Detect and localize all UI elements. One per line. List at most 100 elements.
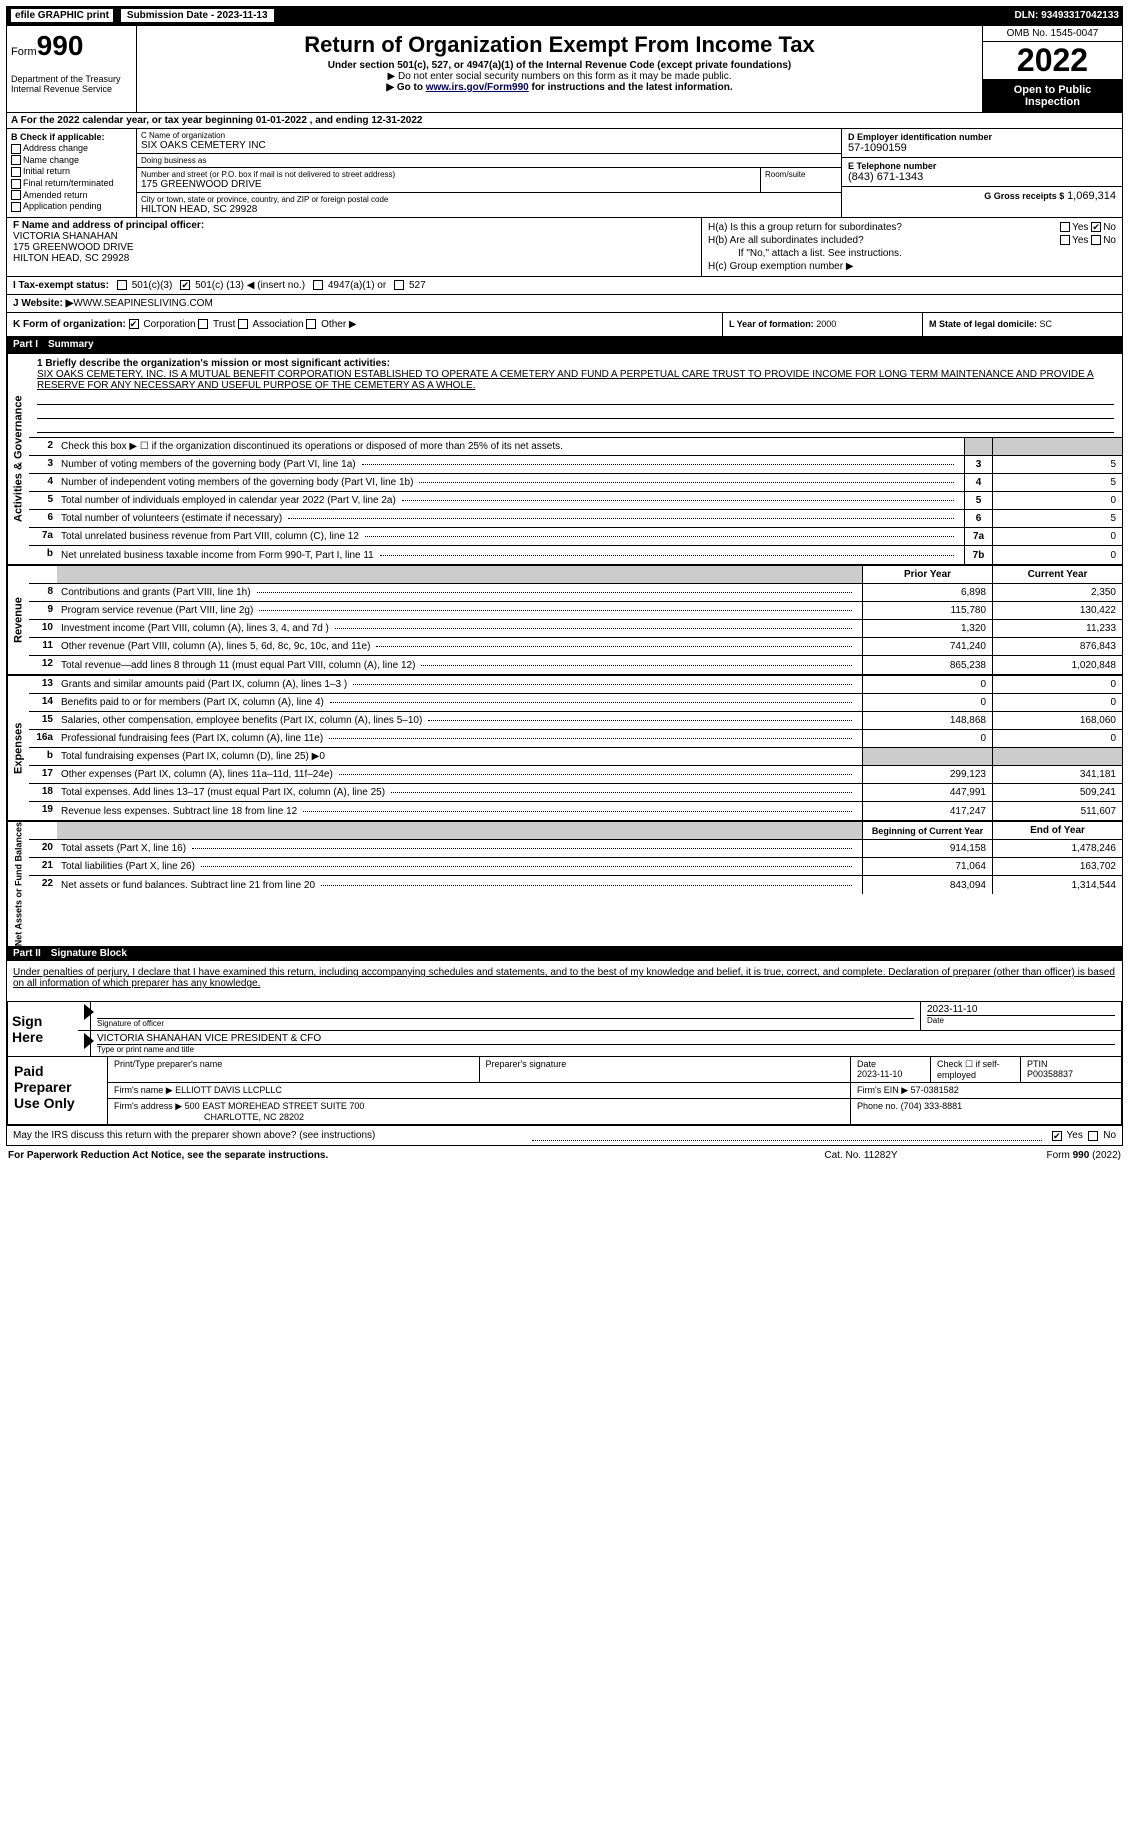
col-f-officer: F Name and address of principal officer:… xyxy=(7,218,702,276)
l8-prior: 6,898 xyxy=(862,584,992,601)
net-assets-section: Net Assets or Fund Balances Beginning of… xyxy=(7,820,1122,946)
org-name: SIX OAKS CEMETERY INC xyxy=(141,140,837,151)
signature-declaration: Under penalties of perjury, I declare th… xyxy=(7,961,1122,995)
l22-begin: 843,094 xyxy=(862,876,992,894)
sign-here-block: Sign Here Signature of officer 2023-11-1… xyxy=(7,1001,1122,1057)
chk-application-pending[interactable]: Application pending xyxy=(11,201,132,212)
ptin: P00358837 xyxy=(1027,1069,1073,1079)
l14-prior: 0 xyxy=(862,694,992,711)
val-independent-members: 5 xyxy=(992,474,1122,491)
street-address: 175 GREENWOOD DRIVE xyxy=(141,179,756,190)
chk-association[interactable]: Association xyxy=(238,319,303,330)
chk-initial-return[interactable]: Initial return xyxy=(11,166,132,177)
block-bcd: B Check if applicable: Address change Na… xyxy=(7,129,1122,218)
header-mid: Return of Organization Exempt From Incom… xyxy=(137,26,982,112)
l8-current: 2,350 xyxy=(992,584,1122,601)
l16a-prior: 0 xyxy=(862,730,992,747)
l16a-current: 0 xyxy=(992,730,1122,747)
l9-current: 130,422 xyxy=(992,602,1122,619)
chk-501c3[interactable]: 501(c)(3) xyxy=(117,280,172,291)
chk-501c[interactable]: 501(c) (13) ◀ (insert no.) xyxy=(180,280,305,291)
row-i-tax-status: I Tax-exempt status: 501(c)(3) 501(c) (1… xyxy=(7,277,1122,295)
l11-current: 876,843 xyxy=(992,638,1122,655)
l20-begin: 914,158 xyxy=(862,840,992,857)
form-container: Form990 Department of the Treasury Inter… xyxy=(6,25,1123,1146)
chk-address-change[interactable]: Address change xyxy=(11,143,132,154)
subtitle-2: ▶ Do not enter social security numbers o… xyxy=(145,71,974,82)
year-formation: 2000 xyxy=(816,319,836,329)
firm-phone: (704) 333-8881 xyxy=(901,1101,963,1111)
website-url: WWW.SEAPINESLIVING.COM xyxy=(73,298,212,309)
chk-corporation[interactable]: Corporation xyxy=(129,319,196,330)
l18-current: 509,241 xyxy=(992,784,1122,801)
mission-text: SIX OAKS CEMETERY, INC. IS A MUTUAL BENE… xyxy=(37,369,1114,391)
side-label-net-assets: Net Assets or Fund Balances xyxy=(7,822,29,946)
l10-prior: 1,320 xyxy=(862,620,992,637)
val-unrelated-revenue: 0 xyxy=(992,528,1122,545)
l20-end: 1,478,246 xyxy=(992,840,1122,857)
hb-yesno[interactable]: Yes No xyxy=(1060,235,1116,246)
form-prefix: Form xyxy=(11,46,37,58)
efile-badge: efile GRAPHIC print xyxy=(10,8,114,23)
subtitle-3: ▶ Go to www.irs.gov/Form990 for instruct… xyxy=(145,82,974,93)
l17-prior: 299,123 xyxy=(862,766,992,783)
l12-prior: 865,238 xyxy=(862,656,992,674)
chk-other[interactable]: Other ▶ xyxy=(306,319,356,330)
may-irs-yesno[interactable]: Yes No xyxy=(1052,1130,1116,1141)
form-title: Return of Organization Exempt From Incom… xyxy=(145,32,974,58)
val-employees: 0 xyxy=(992,492,1122,509)
l21-begin: 71,064 xyxy=(862,858,992,875)
dln: DLN: 93493317042133 xyxy=(1014,10,1119,21)
l22-end: 1,314,544 xyxy=(992,876,1122,894)
l17-current: 341,181 xyxy=(992,766,1122,783)
l13-prior: 0 xyxy=(862,676,992,693)
chk-4947[interactable]: 4947(a)(1) or xyxy=(313,280,386,291)
governance-section: Activities & Governance 1 Briefly descri… xyxy=(7,352,1122,564)
block-fh: F Name and address of principal officer:… xyxy=(7,218,1122,277)
city-state-zip: HILTON HEAD, SC 29928 xyxy=(141,204,837,215)
state-domicile: SC xyxy=(1040,319,1053,329)
l9-prior: 115,780 xyxy=(862,602,992,619)
telephone: (843) 671-1343 xyxy=(848,171,1116,183)
l19-prior: 417,247 xyxy=(862,802,992,820)
l14-current: 0 xyxy=(992,694,1122,711)
chk-trust[interactable]: Trust xyxy=(198,319,235,330)
mission-block: 1 Briefly describe the organization's mi… xyxy=(29,354,1122,438)
side-label-governance: Activities & Governance xyxy=(7,354,29,564)
chk-name-change[interactable]: Name change xyxy=(11,155,132,166)
officer-name-title: VICTORIA SHANAHAN VICE PRESIDENT & CFO xyxy=(97,1033,1115,1044)
side-label-revenue: Revenue xyxy=(7,566,29,674)
gross-receipts: 1,069,314 xyxy=(1067,190,1116,202)
chk-527[interactable]: 527 xyxy=(394,280,425,291)
form-header: Form990 Department of the Treasury Inter… xyxy=(7,26,1122,113)
chk-amended-return[interactable]: Amended return xyxy=(11,190,132,201)
department: Department of the Treasury Internal Reve… xyxy=(11,74,132,94)
col-de: D Employer identification number 57-1090… xyxy=(842,129,1122,217)
top-bar: efile GRAPHIC print Submission Date - 20… xyxy=(6,6,1123,25)
subtitle-1: Under section 501(c), 527, or 4947(a)(1)… xyxy=(145,60,974,71)
irs-link[interactable]: www.irs.gov/Form990 xyxy=(426,82,529,93)
col-b-checkboxes: B Check if applicable: Address change Na… xyxy=(7,129,137,217)
ein: 57-1090159 xyxy=(848,142,1116,154)
header-left: Form990 Department of the Treasury Inter… xyxy=(7,26,137,112)
firm-ein: 57-0381582 xyxy=(911,1085,959,1095)
form-number: 990 xyxy=(37,30,84,61)
l11-prior: 741,240 xyxy=(862,638,992,655)
revenue-section: Revenue Prior YearCurrent Year 8Contribu… xyxy=(7,564,1122,674)
l18-prior: 447,991 xyxy=(862,784,992,801)
part1-header: Part I Summary xyxy=(7,337,1122,352)
tax-year: 2022 xyxy=(983,42,1122,80)
row-j-website: J Website: ▶ WWW.SEAPINESLIVING.COM xyxy=(7,295,1122,313)
l15-prior: 148,868 xyxy=(862,712,992,729)
val-voting-members: 5 xyxy=(992,456,1122,473)
ha-yesno[interactable]: Yes No xyxy=(1060,222,1116,233)
chk-final-return[interactable]: Final return/terminated xyxy=(11,178,132,189)
preparer-date: 2023-11-10 xyxy=(857,1069,902,1079)
page-footer: For Paperwork Reduction Act Notice, see … xyxy=(6,1146,1123,1165)
paid-preparer-block: Paid Preparer Use Only Print/Type prepar… xyxy=(7,1057,1122,1125)
l21-end: 163,702 xyxy=(992,858,1122,875)
l10-current: 11,233 xyxy=(992,620,1122,637)
open-to-public: Open to Public Inspection xyxy=(983,80,1122,112)
l15-current: 168,060 xyxy=(992,712,1122,729)
submission-date: Submission Date - 2023-11-13 xyxy=(120,8,275,23)
